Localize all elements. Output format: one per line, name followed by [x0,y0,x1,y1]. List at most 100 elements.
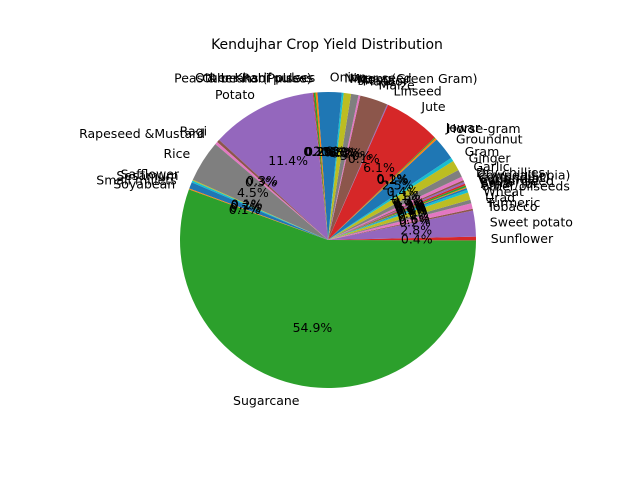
pie-category-label: Sugarcane [233,393,300,408]
pie-slice-jowar [328,137,436,240]
pie-slice-jute [328,104,435,240]
pie-percent-label: 0.1% [303,144,335,159]
pie-slice-garlic [328,169,462,240]
pie-slice-onion [317,92,342,240]
pie-slice-peas-beans-pulses [312,92,328,240]
pie-category-label: Small millets [96,172,176,187]
pie-slice-cowpea-lobia [328,180,465,240]
pie-percent-label: 0.2% [304,144,336,159]
pie-percent-label: 0.2% [321,144,353,159]
pie-slice-bajra [328,187,467,240]
pie-percent-label: 0.8% [328,145,360,160]
pie-slice-niger-seed [328,92,344,241]
pie-slice-sugarcane [180,189,476,388]
pie-percent-label: 2.6% [313,144,345,159]
pie-category-label: Soyabean [113,176,175,191]
pie-percent-label: 0.2% [331,146,363,161]
pie-percent-label: 0.3% [245,174,277,189]
pie-slice-safflower [192,179,328,240]
pie-percent-label: 4.5% [237,185,269,200]
pie-percent-label: 0.1% [376,171,408,186]
pie-percent-label: 6.1% [363,160,395,175]
pie-percent-label: 0.2% [395,200,427,215]
pie-percent-label: 0.4% [398,209,430,224]
pie-percent-label: 0.2% [394,197,426,212]
pie-percent-label: 2.5% [382,178,414,193]
pie-percent-label: 0.2% [399,214,431,229]
pie-category-label: Arhar/Tur [481,176,539,191]
pie-category-label: Rapeseed &Mustard [79,126,205,141]
pie-category-label: Ginger [469,151,512,166]
pie-percent-label: 0.1% [348,151,380,166]
pie-percent-label: 0.3% [246,173,278,188]
pie-percent-label: 1.1% [389,188,421,203]
pie-slice-ginger [328,161,459,240]
pie-slice-horse-gram [328,138,437,240]
pie-slice-gram [328,157,454,240]
pie-percent-label: 0.8% [391,192,423,207]
pie-slice-soyabean [188,188,328,240]
pie-percent-label: 0.8% [397,206,429,221]
pie-slice-sweet-potato [328,210,476,240]
pie-slice-moong-green-gram [328,92,352,241]
pie-category-label: Other Kharif pulses [195,70,315,85]
pie-percent-label: 0.1% [229,202,261,217]
pie-percent-label: 0.2% [395,202,427,217]
pie-slice-mesta [328,93,359,241]
pie-category-label: Jute [420,99,446,114]
pie-category-labels: Sugarcane Sunflower Sweet potatoTobaccoTur… [79,70,573,408]
pie-slice-other-rabi-pulses [313,92,328,241]
pie-percent-label: 0.8% [324,144,356,159]
pie-slice-other-oilseeds [328,189,469,240]
pie-slice-sesamum [191,180,328,240]
pie-percent-label: 11.4% [268,153,308,168]
chart-title: Kendujhar Crop Yield Distribution [211,37,443,53]
pie-slice-tobacco [328,208,474,240]
pie-percent-label: 0.6% [399,212,431,227]
pie-slice-potato [219,92,328,240]
pie-percent-label: 0.2% [231,197,263,212]
pie-slice-sunflower [328,236,477,241]
pie-percent-label: 0.2% [305,144,337,159]
pie-percent-label: 0.1% [395,201,427,216]
pie-category-label: Cowpea(Lobia) [477,168,570,183]
pie-category-label: Cotton(lint) [478,169,549,184]
pie-category-label: Moong(Green Gram) [349,71,477,86]
pie-slice-cotton-lint [328,181,465,240]
pie-slices [180,92,477,388]
pie-category-label: Dry chillies [476,165,545,180]
pie-category-label: Potato [215,87,255,102]
pie-slice-coriander [328,183,466,240]
pie-slice-linseed [328,104,388,240]
pie-percent-label: 0.2% [394,198,426,213]
pie-slice-wheat [328,192,471,240]
pie-category-label: Ragi [180,124,207,139]
pie-percent-label: 2.8% [400,223,432,238]
pie-category-label: Bajra [480,175,513,190]
pie-slice-arhar-tur [328,187,468,240]
pie-slice-rice [192,144,328,240]
pie-category-label: Masoor [363,73,409,88]
pie-category-label: Other Rabi pulses [202,70,313,85]
pie-category-label: Horse-gram [447,121,521,136]
pie-category-label: Sesamum [116,168,178,183]
pie-category-label: Rice [163,146,190,161]
pie-category-label: Safflower [121,167,180,182]
pie-percent-label: 0.3% [396,203,428,218]
pie-category-label: Mesta [358,72,396,87]
pie-slice-castor-seed [328,185,467,240]
pie-percent-label: 0.2% [394,199,426,214]
pie-category-label: Urad [485,190,515,205]
pie-percent-labels: 54.9%0.4%2.8%0.2%0.6%0.4%0.8%0.3%0.2%0.1… [229,144,433,335]
pie-slice-ragi [217,139,328,240]
pie-category-label: Onion [330,70,367,85]
pie-category-label: Sweet potato [490,214,573,229]
pie-percent-label: 0.4% [387,184,419,199]
pie-slice-groundnut [328,139,452,240]
pie-slice-urad [328,199,472,240]
pie-percent-label: 0.1% [231,197,263,212]
pie-slice-other-kharif-pulses [315,92,328,240]
pie-slice-small-millets [189,182,328,240]
